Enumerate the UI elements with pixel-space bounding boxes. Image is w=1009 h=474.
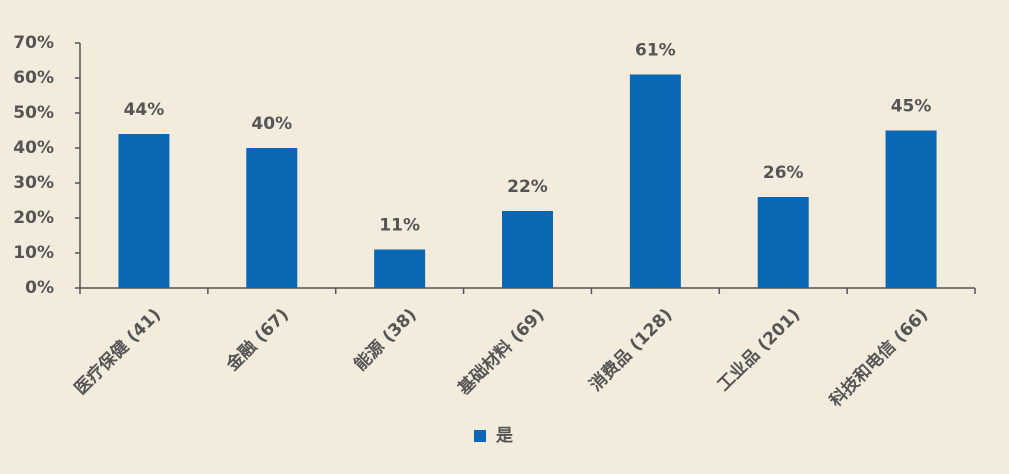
- y-tick-label: 60%: [13, 68, 54, 88]
- legend-swatch: [474, 430, 486, 442]
- value-label: 22%: [507, 177, 548, 197]
- value-label: 11%: [379, 216, 420, 236]
- y-tick-label: 20%: [13, 208, 54, 228]
- legend-label: 是: [496, 426, 513, 446]
- bar: [246, 148, 298, 288]
- y-tick-label: 10%: [13, 243, 54, 263]
- bar: [757, 197, 809, 288]
- value-label: 26%: [763, 163, 804, 183]
- y-tick-label: 70%: [13, 33, 54, 53]
- bar: [118, 134, 170, 288]
- y-tick-label: 0%: [25, 278, 54, 298]
- bar: [502, 211, 553, 288]
- value-label: 45%: [891, 97, 932, 117]
- bar: [885, 130, 937, 288]
- bar: [629, 74, 681, 288]
- bar: [374, 249, 426, 288]
- y-tick-label: 40%: [13, 138, 54, 158]
- value-label: 61%: [635, 41, 676, 61]
- value-label: 40%: [251, 114, 292, 134]
- value-label: 44%: [124, 100, 165, 120]
- y-tick-label: 50%: [13, 103, 54, 123]
- y-tick-label: 30%: [13, 173, 54, 193]
